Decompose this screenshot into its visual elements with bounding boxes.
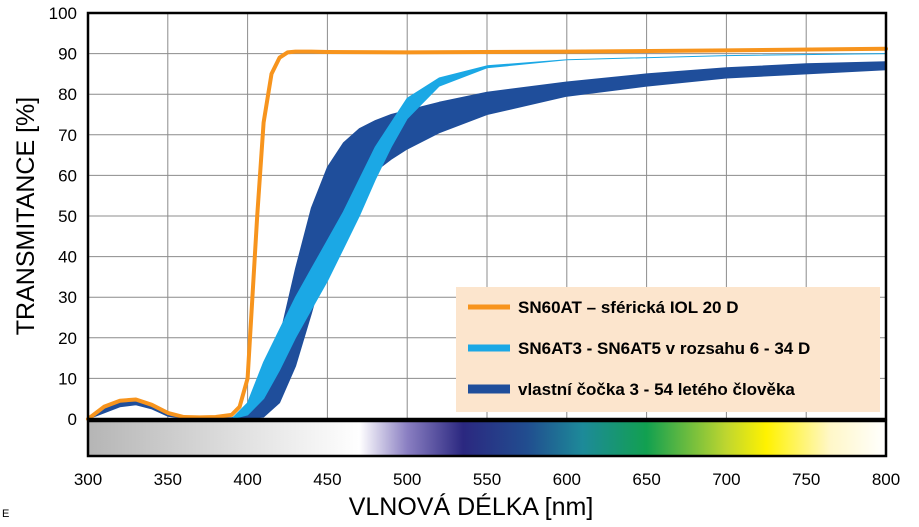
y-tick-label: 100	[49, 4, 77, 23]
series-line-0	[86, 46, 888, 421]
x-tick-label: 300	[74, 470, 102, 489]
y-tick-label: 10	[58, 369, 77, 388]
spectrum-bar	[86, 419, 888, 458]
x-tick-label: 650	[632, 470, 660, 489]
footnote-mark: E	[2, 508, 10, 520]
x-tick-label: 800	[872, 470, 900, 489]
legend-label-sn60at: SN60AT – sférická IOL 20 D	[518, 298, 738, 317]
x-tick-label: 750	[792, 470, 820, 489]
y-tick-label: 60	[58, 166, 77, 185]
y-axis-title: TRANSMITANCE [%]	[12, 97, 40, 335]
x-axis-title: VLNOVÁ DÉLKA [nm]	[349, 492, 594, 521]
y-tick-label: 90	[58, 45, 77, 64]
x-tick-label: 400	[233, 470, 261, 489]
x-tick-label: 500	[393, 470, 421, 489]
legend: SN60AT – sférická IOL 20 D SN6AT3 - SN6A…	[456, 287, 880, 412]
legend-label-sn6at: SN6AT3 - SN6AT5 v rozsahu 6 - 34 D	[518, 339, 810, 358]
x-tick-label: 350	[154, 470, 182, 489]
y-tick-label: 0	[68, 410, 77, 429]
x-tick-label: 600	[553, 470, 581, 489]
legend-box	[456, 287, 880, 412]
x-tick-label: 550	[473, 470, 501, 489]
y-tick-label: 50	[58, 207, 77, 226]
y-tick-label: 40	[58, 248, 77, 267]
tick-labels: 0 10 20 30 40 50 60 70 80 90 100 300 350 400 450 500 550…	[49, 4, 901, 489]
y-tick-label: 80	[58, 85, 77, 104]
legend-label-human-lens: vlastní čočka 3 - 54 letého člověka	[518, 380, 795, 399]
x-tick-label: 450	[313, 470, 341, 489]
y-tick-label: 70	[58, 126, 77, 145]
plot-frame	[86, 11, 888, 421]
y-tick-label: 20	[58, 329, 77, 348]
y-tick-label: 30	[58, 288, 77, 307]
x-tick-label: 700	[712, 470, 740, 489]
